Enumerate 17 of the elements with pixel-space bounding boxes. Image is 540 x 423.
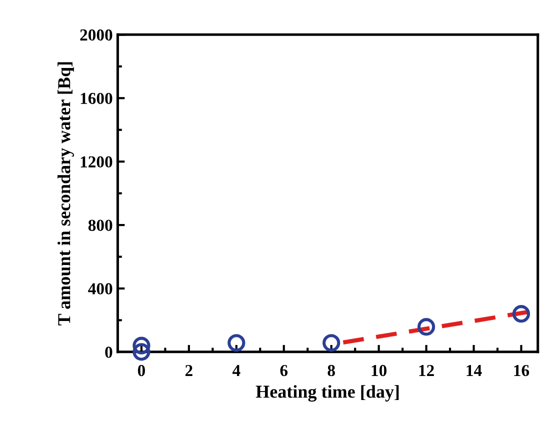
x-tick-label: 4 (232, 365, 240, 376)
x-tick-label: 16 (514, 364, 530, 376)
x-tick-label: 8 (328, 364, 335, 376)
y-tick-label: 0 (105, 346, 112, 358)
x-tick-label: 12 (419, 364, 434, 376)
y-tick-label: 400 (88, 283, 112, 294)
x-tick-label: 6 (280, 364, 288, 376)
y-axis-title: T amount in secondary water [Bq] (58, 62, 74, 326)
y-tick-label: 1600 (80, 92, 112, 104)
x-tick-label: 0 (138, 364, 145, 376)
y-tick-label: 2000 (80, 29, 112, 41)
x-tick-label: 14 (466, 365, 482, 376)
x-tick-label: 10 (372, 364, 387, 376)
y-tick-label: 1200 (80, 156, 112, 168)
x-tick-label: 2 (185, 364, 192, 376)
y-tick-label: 800 (88, 220, 112, 231)
x-axis-title: Heating time [day] (256, 385, 399, 402)
